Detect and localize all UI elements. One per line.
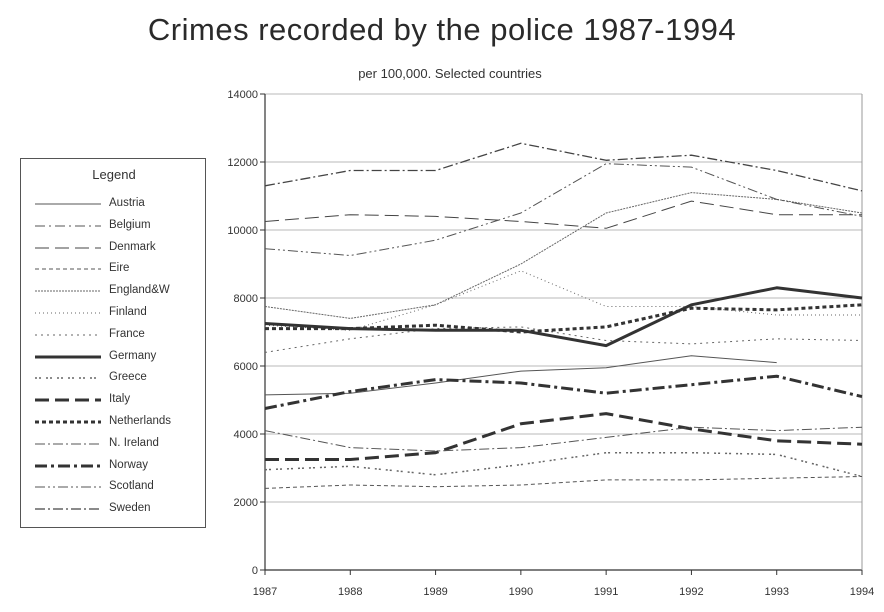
legend-label: France [109,327,145,340]
legend-label: Denmark [109,240,156,253]
legend-item-scotland: Scotland [21,478,207,498]
legend-swatch [35,443,101,445]
x-tick-label: 1991 [594,586,618,598]
x-tick-label: 1992 [679,586,703,598]
x-tick-label: 1990 [509,586,533,598]
legend-label: Greece [109,371,147,384]
legend-label: Eire [109,262,130,275]
legend-swatch [35,420,101,424]
y-tick-label: 0 [252,565,258,577]
legend-swatch [35,247,101,249]
series-line-netherlands [265,303,863,334]
series-line-france [264,326,863,353]
legend-swatch [35,290,101,292]
series-line-finland [264,270,862,331]
y-tick-label: 2000 [234,497,258,509]
series-line-italy [265,412,863,461]
legend-item-england-w: England&W [21,282,207,302]
chart-title: Crimes recorded by the police 1987-1994 [147,12,737,47]
series-line-denmark [264,200,862,229]
y-tick-label: 12000 [227,157,258,169]
legend-item-greece: Greece [21,369,207,389]
series-line-england-w [264,192,863,319]
legend-item-n-ireland: N. Ireland [21,435,207,455]
x-tick-label: 1989 [423,586,447,598]
chart-subtitle: per 100,000. Selected countries [358,66,542,81]
legend-label: Italy [109,393,131,406]
legend-swatch [35,398,101,402]
legend-item-italy: Italy [21,391,207,411]
y-tick-label: 10000 [227,225,258,237]
legend-item-denmark: Denmark [21,239,207,259]
legend-item-netherlands: Netherlands [21,413,207,433]
legend-item-finland: Finland [21,304,207,324]
legend-title: Legend [92,167,136,182]
series-line-eire [264,476,863,489]
y-tick-label: 6000 [234,361,258,373]
legend-item-belgium: Belgium [21,217,207,237]
legend-item-austria: Austria [21,195,207,215]
legend-label: Netherlands [109,415,172,427]
x-tick-label: 1987 [253,586,277,598]
legend: Legend Austria Belgium Denmark Eire England&… [20,158,206,528]
legend-swatch [35,508,101,510]
legend-swatch [35,225,101,227]
series-line-norway [264,374,863,410]
series-line-austria [264,355,777,396]
legend-swatch [35,486,101,488]
series-line-greece [264,451,863,478]
legend-label: Finland [109,306,147,318]
series-lines [264,142,863,489]
series-line-scotland [264,163,863,256]
legend-label: Scotland [109,480,154,493]
legend-swatch [35,312,101,314]
series-line-n-ireland [264,426,863,452]
x-tick-label: 1993 [764,586,788,598]
gridlines [265,93,862,503]
series-line-germany [264,286,863,348]
y-tick-label: 14000 [227,89,258,101]
axes [260,93,863,575]
legend-item-sweden: Sweden [21,500,207,520]
legend-item-norway: Norway [21,457,207,477]
legend-label: England&W [109,284,170,297]
legend-swatch [35,355,101,359]
legend-label: Austria [109,197,145,209]
y-tick-label: 8000 [234,293,258,305]
x-tick-label: 1994 [850,586,874,598]
legend-item-france: France [21,326,207,346]
x-tick-label: 1988 [338,586,362,598]
legend-swatch [35,203,101,205]
legend-swatch [35,268,101,270]
legend-label: Germany [109,349,157,362]
tick-labels: 0 2000 4000 6000 8000 10000 12000 14000 1987 1988… [227,89,874,598]
legend-swatch [35,464,101,468]
legend-item-eire: Eire [21,260,207,280]
y-tick-label: 4000 [234,429,258,441]
legend-swatch [35,334,101,336]
legend-item-germany: Germany [21,348,207,368]
legend-label: N. Ireland [109,436,159,449]
legend-label: Sweden [109,502,151,515]
legend-label: Belgium [109,218,151,231]
legend-label: Norway [109,458,148,471]
legend-swatch [35,377,101,380]
series-line-sweden [264,142,863,192]
